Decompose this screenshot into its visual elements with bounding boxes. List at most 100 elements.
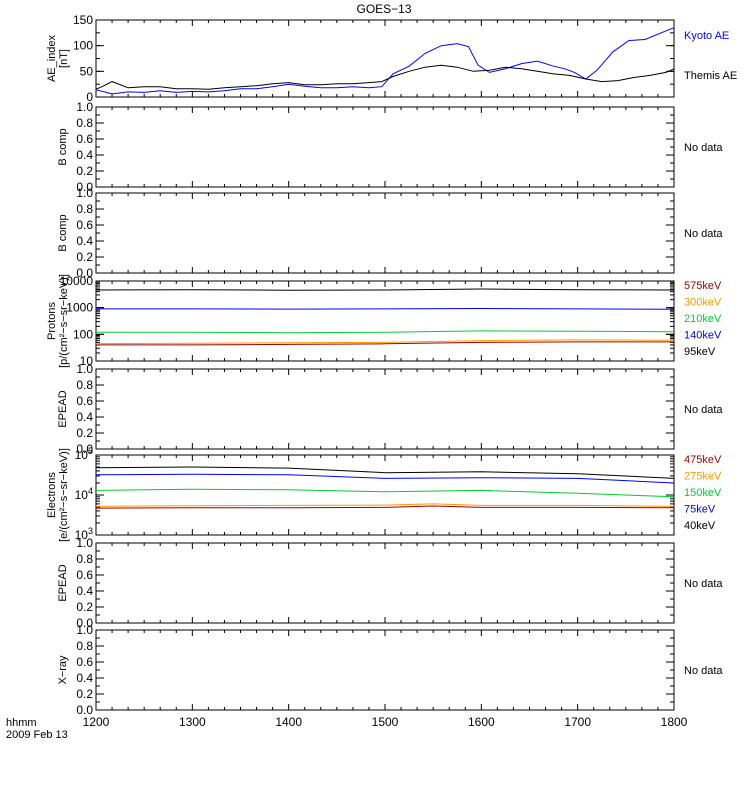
legend-entry: 575keV: [684, 280, 722, 292]
y-axis-label: Protons: [46, 302, 58, 340]
y-tick-label: 104: [75, 486, 93, 502]
series-line-75kev: [95, 473, 675, 484]
y-tick-label: 0.6: [76, 655, 93, 669]
y-tick-label: 0.0: [76, 703, 93, 717]
no-data-label: No data: [684, 404, 723, 416]
x-tick-label: 1500: [372, 715, 399, 729]
y-tick-label: 50: [80, 64, 94, 78]
y-tick-label: 0: [86, 90, 93, 104]
series-line-300kev: [95, 339, 675, 345]
y-tick-label: 0.4: [76, 671, 93, 685]
y-tick-label: 0.6: [76, 218, 93, 232]
x-tick-label: 1700: [564, 715, 591, 729]
y-axis-label: [nT]: [58, 49, 70, 68]
legend-entry: 275keV: [684, 471, 722, 483]
y-tick-label: 1.0: [76, 536, 93, 550]
panel-protons: 10 100 1000 10000 Protons [p/(cm²−s−sr−keV)] 5…: [46, 274, 722, 368]
series-line-kyoto-ae: [95, 27, 675, 95]
series-line-40kev: [95, 466, 675, 479]
y-tick-label: 1.0: [76, 186, 93, 200]
no-data-label: No data: [684, 665, 723, 677]
no-data-label: No data: [684, 142, 723, 154]
panel-frame: [95, 280, 675, 362]
y-axis-label: X−ray: [57, 655, 69, 685]
y-tick-label: 1.0: [76, 623, 93, 637]
y-tick-label: 0.0: [76, 180, 93, 194]
y-axis-label: EPEAD: [57, 390, 69, 427]
no-data-label: No data: [684, 578, 723, 590]
panel-frame: [95, 542, 675, 624]
legend-entry: 95keV: [684, 346, 716, 358]
legend-entry: 40keV: [684, 520, 716, 532]
series-line-210kev: [96, 330, 675, 334]
panel-frame: [95, 106, 675, 188]
y-tick-label: 0.6: [76, 394, 93, 408]
series-line-275kev: [95, 503, 675, 507]
panel-epead_1: 0.0 0.2 0.4 0.6 0.8 1.0 EPEAD No data: [57, 362, 723, 456]
y-axis-label: B comp: [57, 214, 69, 251]
legend-entry: 150keV: [684, 487, 722, 499]
panel-frame: [95, 19, 675, 98]
y-tick-label: 0.8: [76, 378, 93, 392]
y-tick-label: 1.0: [76, 362, 93, 376]
y-tick-label: 10: [80, 354, 94, 368]
y-tick-label: 0.4: [76, 234, 93, 248]
x-tick-label: 1600: [468, 715, 495, 729]
series-line-themis-ae: [95, 64, 675, 90]
y-tick-label: 0.4: [76, 584, 93, 598]
legend-entry: 475keV: [684, 454, 722, 466]
y-tick-label: 0.4: [76, 148, 93, 162]
series-line-95kev: [95, 288, 675, 291]
y-tick-label: 0.2: [76, 600, 93, 614]
y-tick-label: 0.8: [76, 639, 93, 653]
y-tick-label: 0.2: [76, 426, 93, 440]
legend-entry: Kyoto AE: [684, 30, 729, 42]
series-line-150kev: [95, 488, 675, 498]
legend-entry: 140keV: [684, 330, 722, 342]
panel-b_comp_1: 0.0 0.2 0.4 0.6 0.8 1.0 B comp No data: [57, 100, 723, 194]
y-axis-label: AE_index: [46, 34, 58, 82]
y-axis-label: B comp: [57, 128, 69, 165]
series-line-140kev: [96, 307, 675, 310]
legend-entry: Themis AE: [684, 70, 737, 82]
panels: 0 50 100 150 AE_index [nT] Kyoto AE Themis AE 0.…: [46, 13, 737, 729]
panel-xray: 0.0 0.2 0.4 0.6 0.8 1.0 X−ray No data 1200 1300 14…: [57, 623, 723, 729]
y-tick-label: 10000: [60, 274, 94, 288]
panel-ae_index: 0 50 100 150 AE_index [nT] Kyoto AE Themis AE: [46, 13, 737, 104]
y-tick-label: 1000: [66, 301, 93, 315]
series-line-575kev: [96, 341, 674, 346]
x-tick-label: 1400: [275, 715, 302, 729]
y-tick-label: 105: [75, 446, 93, 462]
y-tick-label: 0.8: [76, 202, 93, 216]
series-line-475kev: [95, 505, 675, 509]
y-tick-label: 0.8: [76, 116, 93, 130]
y-tick-label: 0.6: [76, 132, 93, 146]
x-tick-label: 1300: [179, 715, 206, 729]
panel-frame: [95, 368, 675, 450]
y-tick-label: 0.2: [76, 250, 93, 264]
y-tick-label: 100: [73, 327, 93, 341]
panel-frame: [95, 192, 675, 274]
date-label: 2009 Feb 13: [6, 729, 68, 741]
no-data-label: No data: [684, 228, 723, 240]
x-tick-label: 1800: [661, 715, 688, 729]
panel-frame: [95, 629, 675, 711]
y-tick-label: 0.2: [76, 164, 93, 178]
plot-title: GOES−13: [356, 2, 411, 16]
y-tick-label: 0.6: [76, 568, 93, 582]
legend-entry: 210keV: [684, 313, 722, 325]
y-axis-label: [p/(cm²−s−sr−keV)]: [58, 274, 70, 368]
y-axis-label: [e/(cm²−s−sr−keV)]: [58, 448, 70, 542]
y-tick-label: 0.0: [76, 442, 93, 456]
panel-epead_2: 0.0 0.2 0.4 0.6 0.8 1.0 EPEAD No data: [57, 536, 723, 630]
y-axis-label: EPEAD: [57, 564, 69, 601]
panel-b_comp_2: 0.0 0.2 0.4 0.6 0.8 1.0 B comp No data: [57, 186, 723, 280]
y-tick-label: 1.0: [76, 100, 93, 114]
time-unit-label: hhmm: [6, 717, 37, 729]
legend-entry: 300keV: [684, 297, 722, 309]
legend-entry: 75keV: [684, 504, 716, 516]
y-tick-label: 0.4: [76, 410, 93, 424]
y-tick-label: 0.8: [76, 552, 93, 566]
